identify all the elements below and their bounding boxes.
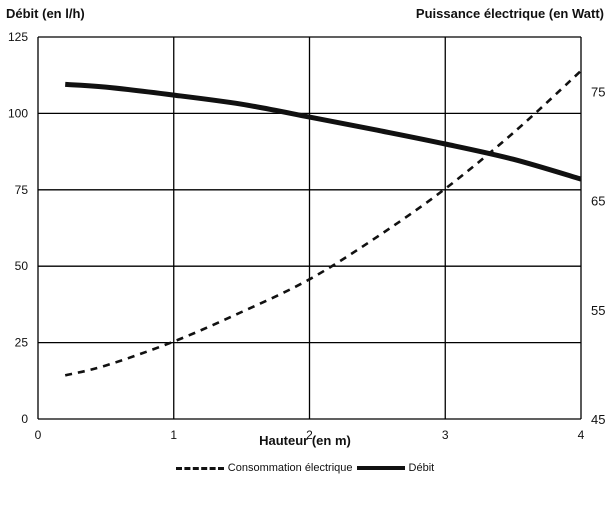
x-axis-label: Hauteur (en m) <box>259 433 351 448</box>
gridlines <box>37 36 582 420</box>
x-tick-label: 0 <box>35 428 42 442</box>
legend-swatch-dashed <box>175 466 224 470</box>
y-left-tick-label: 0 <box>21 412 28 426</box>
y-left-tick-label: 75 <box>15 183 29 197</box>
legend-label-debit: Débit <box>408 462 435 474</box>
tick-labels: 0 1 2 3 4 0 25 50 75 100 125 45 55 65 75 <box>8 30 606 442</box>
legend-item-debit: Débit <box>356 462 435 474</box>
y-right-tick-label: 55 <box>591 303 605 318</box>
y-axis-left-label: Débit (en l/h) <box>6 6 85 21</box>
x-tick-label: 2 <box>306 428 313 442</box>
series-line-consommation <box>64 69 582 377</box>
legend-swatch-solid <box>356 466 405 470</box>
legend-label-consommation: Consommation électrique <box>227 462 353 474</box>
series-lines <box>64 69 582 377</box>
y-right-tick-label: 75 <box>591 85 605 100</box>
y-left-tick-label: 125 <box>8 30 28 44</box>
y-axis-right-label: Puissance électrique (en Watt) <box>415 6 604 21</box>
legend: Consommation électrique Débit <box>0 462 610 474</box>
x-tick-label: 3 <box>442 428 449 442</box>
y-right-tick-label: 45 <box>591 412 605 427</box>
legend-item-consommation: Consommation électrique <box>175 462 353 474</box>
series-line-debit <box>65 81 582 182</box>
y-right-tick-label: 65 <box>591 194 605 209</box>
x-tick-label: 1 <box>170 428 177 442</box>
y-left-tick-label: 25 <box>15 336 29 350</box>
y-left-tick-label: 50 <box>15 259 29 273</box>
x-tick-label: 4 <box>578 428 585 442</box>
y-left-tick-label: 100 <box>8 106 28 120</box>
